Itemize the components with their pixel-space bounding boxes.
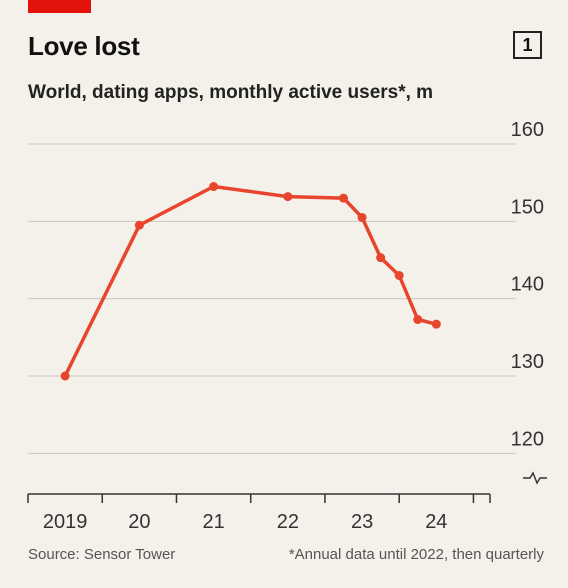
data-point <box>339 193 349 203</box>
data-points <box>60 182 441 381</box>
chart-number-badge: 1 <box>513 31 542 59</box>
y-tick-label: 160 <box>511 119 544 141</box>
brand-tag <box>28 0 91 13</box>
footnote: *Annual data until 2022, then quarterly <box>288 546 544 563</box>
x-tick-label: 20 <box>128 511 150 533</box>
x-tick-label: 22 <box>277 511 299 533</box>
gridlines <box>28 143 547 485</box>
data-point <box>283 192 293 202</box>
data-point <box>357 212 367 222</box>
y-tick-label: 150 <box>511 196 544 218</box>
x-tick-label: 24 <box>425 511 447 533</box>
series-line-path <box>63 184 439 378</box>
chart-title: Love lost <box>28 31 140 61</box>
x-tick-label: 23 <box>351 511 373 533</box>
data-point <box>134 220 144 230</box>
data-point <box>209 182 219 192</box>
x-tick-label: 21 <box>202 511 224 533</box>
y-tick-label: 140 <box>511 274 544 296</box>
series-line <box>63 184 439 378</box>
y-tick-label: 130 <box>511 351 544 373</box>
axis-break-icon <box>523 471 547 485</box>
data-point <box>394 270 404 280</box>
x-tick-label: 2019 <box>43 511 88 533</box>
source-note: Source: Sensor Tower <box>28 546 176 563</box>
chart-subtitle: World, dating apps, monthly active users… <box>28 82 434 103</box>
y-tick-labels: 120 130 140 150 160 <box>511 119 544 450</box>
data-point <box>431 319 441 329</box>
data-point <box>413 315 423 325</box>
data-point <box>60 371 70 381</box>
data-point <box>376 253 386 263</box>
y-tick-label: 120 <box>511 428 544 450</box>
x-tick-labels: 2019 20 21 22 23 24 <box>43 511 448 533</box>
x-axis <box>27 493 491 503</box>
